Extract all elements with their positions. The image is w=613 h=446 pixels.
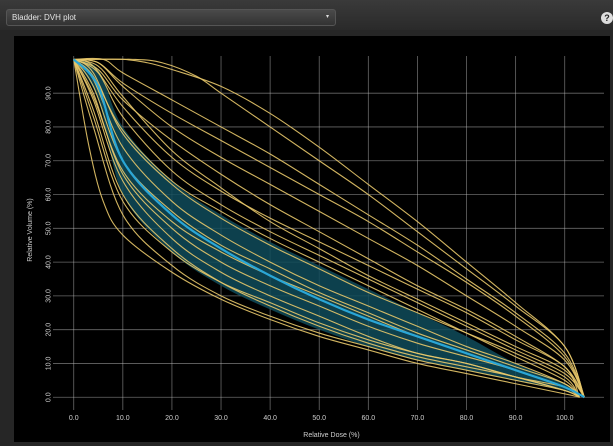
- x-tick-label: 100.0: [556, 415, 574, 422]
- dvh-curve: [73, 58, 585, 398]
- dvh-curve: [73, 58, 585, 398]
- x-tick-label: 30.0: [214, 415, 228, 422]
- median-curve: [72, 58, 585, 399]
- x-tick-label: 80.0: [460, 415, 474, 422]
- dvh-curve: [73, 59, 580, 398]
- dvh-curve: [73, 59, 580, 398]
- x-tick-label: 0.0: [69, 415, 79, 422]
- structure-plot-select-value: Bladder: DVH plot: [12, 13, 77, 22]
- y-tick-labels: 0.0 10.0 20.0 30.0 40.0 50.0 60.0 70.0 80.0 90.0: [46, 86, 53, 402]
- dvh-curves: [73, 57, 585, 398]
- x-tick-label: 40.0: [263, 415, 277, 422]
- y-tick-label: 40.0: [46, 255, 53, 269]
- x-tick-label: 50.0: [312, 415, 326, 422]
- dvh-curve: [73, 58, 585, 398]
- dvh-curve: [73, 58, 585, 398]
- y-tick-label: 60.0: [46, 188, 53, 202]
- y-tick-label: 10.0: [46, 357, 53, 371]
- x-tick-label: 90.0: [509, 415, 523, 422]
- dvh-plot-area: 0.0 10.0 20.0 30.0 40.0 50.0 60.0 70.0 80.0 90.0 1…: [14, 36, 610, 442]
- y-tick-label: 90.0: [46, 86, 53, 100]
- dvh-curve: [73, 59, 580, 398]
- y-tick-label: 0.0: [46, 392, 53, 402]
- chevron-down-icon: ▾: [325, 14, 329, 20]
- x-axis-label: Relative Dose (%): [303, 432, 359, 439]
- panel-toolbar: Bladder: DVH plot ▾ ?: [0, 0, 613, 30]
- y-tick-label: 20.0: [46, 323, 53, 337]
- y-tick-label: 80.0: [46, 120, 53, 134]
- y-tick-label: 50.0: [46, 221, 53, 235]
- x-tick-label: 60.0: [362, 415, 376, 422]
- dvh-curve: [73, 58, 585, 398]
- y-tick-label: 70.0: [46, 154, 53, 168]
- dvh-curve: [73, 58, 580, 398]
- y-tick-label: 30.0: [46, 289, 53, 303]
- dvh-curve: [73, 58, 580, 398]
- structure-plot-select[interactable]: Bladder: DVH plot ▾: [6, 9, 336, 26]
- x-tick-label: 70.0: [411, 415, 425, 422]
- x-tick-labels: 0.0 10.0 20.0 30.0 40.0 50.0 60.0 70.0 80.0 90.0 1…: [69, 415, 574, 422]
- x-tick-label: 10.0: [116, 415, 130, 422]
- help-icon[interactable]: ?: [601, 12, 613, 24]
- x-tick-label: 20.0: [165, 415, 179, 422]
- dvh-chart: 0.0 10.0 20.0 30.0 40.0 50.0 60.0 70.0 80.0 90.0 1…: [27, 56, 604, 439]
- median-line: [72, 58, 585, 399]
- dvh-curve: [73, 58, 585, 398]
- y-axis-label: Relative Volume (%): [27, 198, 34, 261]
- dvh-curve: [73, 58, 585, 398]
- dvh-curve: [73, 58, 580, 398]
- dvh-curve: [73, 58, 580, 398]
- dvh-curve: [73, 57, 585, 398]
